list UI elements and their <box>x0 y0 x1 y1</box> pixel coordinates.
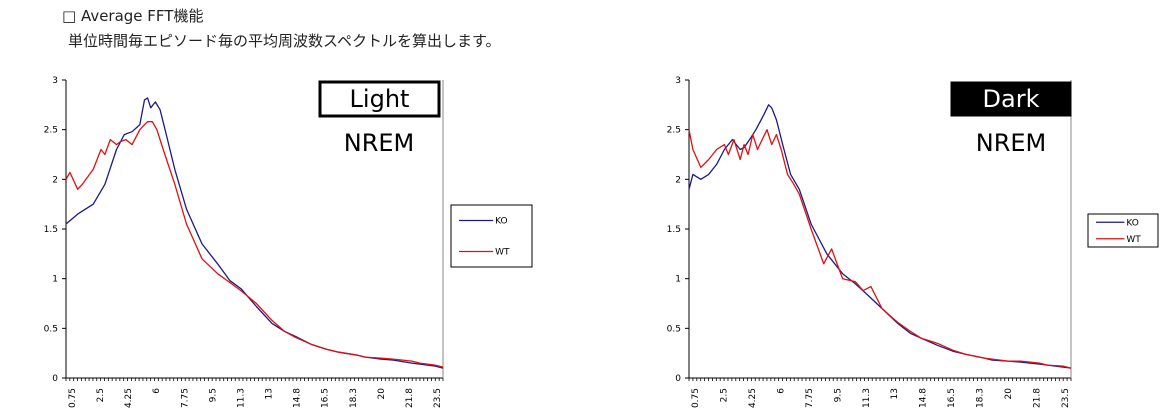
x-tick-label: 23.5 <box>1061 388 1071 408</box>
y-tick-label: 1.5 <box>667 225 681 235</box>
y-tick-label: 3 <box>675 76 681 86</box>
chart-1: 0 0.5 1 1.5 2 2.5 3 0.75 2.5 4.25 6 7.75 9.5 11.3 13 14… <box>44 76 533 408</box>
y-tick-label: 0.5 <box>667 324 681 334</box>
legend-label-wt: WT <box>495 248 510 258</box>
x-tick-label: 23.5 <box>433 388 443 408</box>
y-tick-label: 3 <box>52 76 58 86</box>
x-tick-label: 11.3 <box>236 388 246 408</box>
legend-box <box>450 204 533 268</box>
x-tick-label: 13 <box>265 388 275 399</box>
y-tick-label: 1 <box>52 275 58 285</box>
x-tick-label: 18.3 <box>349 388 359 408</box>
x-tick-label: 20 <box>377 388 387 400</box>
y-tick-label: 0.5 <box>44 324 58 334</box>
legend-label-wt: WT <box>1126 235 1141 245</box>
chart-2: 0 0.5 1 1.5 2 2.5 3 0.75 2.5 4.25 6 7.75 9.5 11.3 13 14… <box>667 76 1159 408</box>
y-tick-label: 2 <box>52 175 58 185</box>
x-tick-label: 9.5 <box>208 388 218 402</box>
legend: KO WT <box>450 204 533 268</box>
x-tick-label: 16.5 <box>947 388 957 408</box>
y-tick-label: 2.5 <box>44 126 58 136</box>
page-subtitle: 単位時間毎エピソード毎の平均周波数スペクトルを算出します。 <box>68 32 501 50</box>
x-tick-label: 6 <box>152 388 162 394</box>
legend: KO WT <box>1087 213 1159 248</box>
condition-label-box <box>318 80 441 118</box>
x-tick-label: 21.8 <box>405 388 415 408</box>
x-tick-label: 7.75 <box>180 388 190 408</box>
legend-box <box>1087 213 1159 248</box>
x-tick-label: 9.5 <box>833 388 843 402</box>
x-tick-label: 21.8 <box>1033 388 1043 408</box>
legend-label-ko: KO <box>495 217 508 227</box>
y-tick-label: 0 <box>52 374 58 384</box>
condition-label: Dark <box>983 85 1040 113</box>
series-line-wt <box>688 129 1072 369</box>
x-tick-label: 11.3 <box>862 388 872 408</box>
x-tick-label: 13 <box>890 388 900 399</box>
y-tick-label: 0 <box>675 374 681 384</box>
legend-label-ko: KO <box>1126 218 1139 228</box>
stage-label: NREM <box>976 129 1047 157</box>
y-tick-label: 2 <box>675 175 681 185</box>
x-tick-label: 0.75 <box>691 388 701 408</box>
x-tick-label: 14.8 <box>293 388 303 408</box>
condition-label: Light <box>350 85 410 113</box>
x-tick-label: 18.3 <box>976 388 986 408</box>
x-tick-label: 0.75 <box>68 388 78 408</box>
y-tick-label: 1.5 <box>44 225 58 235</box>
x-tick-label: 7.75 <box>805 388 815 408</box>
stage-label: NREM <box>344 129 415 157</box>
x-tick-label: 6 <box>776 388 786 394</box>
y-tick-label: 2.5 <box>667 126 681 136</box>
x-tick-label: 4.25 <box>124 388 134 408</box>
x-tick-label: 2.5 <box>96 388 106 402</box>
x-tick-label: 2.5 <box>719 388 729 402</box>
series-line-wt <box>65 121 444 368</box>
condition-label-box <box>950 81 1072 117</box>
x-tick-label: 20 <box>1004 388 1014 400</box>
y-tick-label: 1 <box>675 275 681 285</box>
x-tick-label: 4.25 <box>748 388 758 408</box>
x-tick-label: 16.5 <box>321 388 331 408</box>
x-tick-label: 14.8 <box>919 388 929 408</box>
page-title: □ Average FFT機能 <box>62 7 204 25</box>
